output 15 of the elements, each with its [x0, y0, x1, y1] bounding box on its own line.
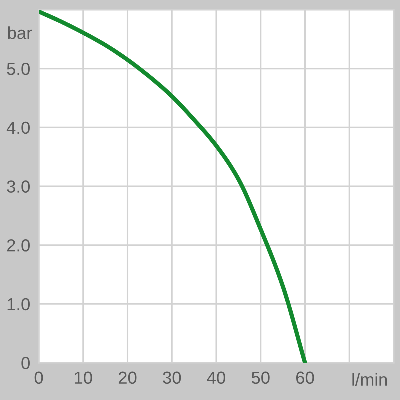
y-tick-label: 3.0	[7, 180, 30, 193]
x-tick-label: 30	[163, 372, 182, 384]
y-tick-label: 2.0	[7, 240, 30, 252]
x-tick-label: 40	[207, 372, 226, 384]
y-tick-label: 0	[22, 357, 30, 370]
y-tick-label: 4.0	[6, 122, 30, 134]
x-tick-label: 20	[118, 372, 137, 384]
x-tick-label: 10	[75, 372, 92, 384]
x-tick-label: 60	[296, 372, 314, 384]
y-tick-label: 1.0	[8, 298, 30, 311]
x-tick-label: 50	[252, 372, 270, 384]
x-tick-label: 0	[34, 372, 44, 384]
y-tick-label: 5.0	[7, 63, 30, 76]
x-axis-title: l/min	[352, 373, 388, 386]
y-axis-title: bar	[8, 26, 32, 40]
